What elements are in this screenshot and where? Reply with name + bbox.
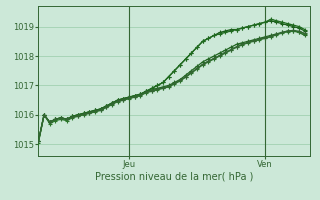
X-axis label: Pression niveau de la mer( hPa ): Pression niveau de la mer( hPa ) bbox=[95, 172, 253, 182]
